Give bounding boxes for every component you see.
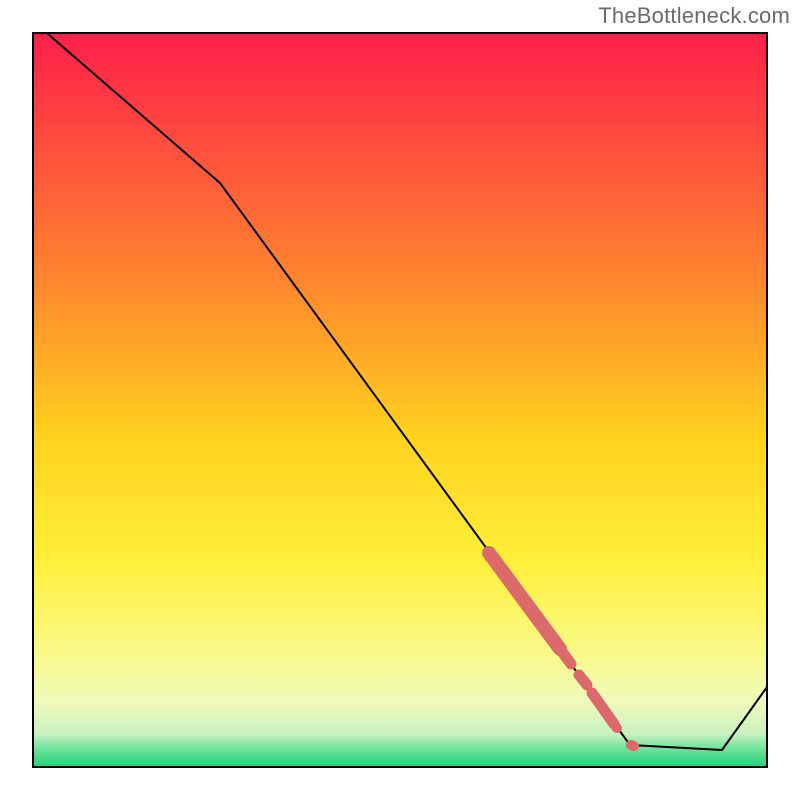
watermark-text: TheBottleneck.com (598, 3, 790, 29)
gradient-background (33, 33, 767, 767)
highlight-segment (631, 745, 634, 746)
bottleneck-chart: TheBottleneck.com (0, 0, 800, 800)
chart-svg (0, 0, 800, 800)
highlight-segment (616, 727, 617, 728)
highlight-segment (579, 675, 587, 685)
